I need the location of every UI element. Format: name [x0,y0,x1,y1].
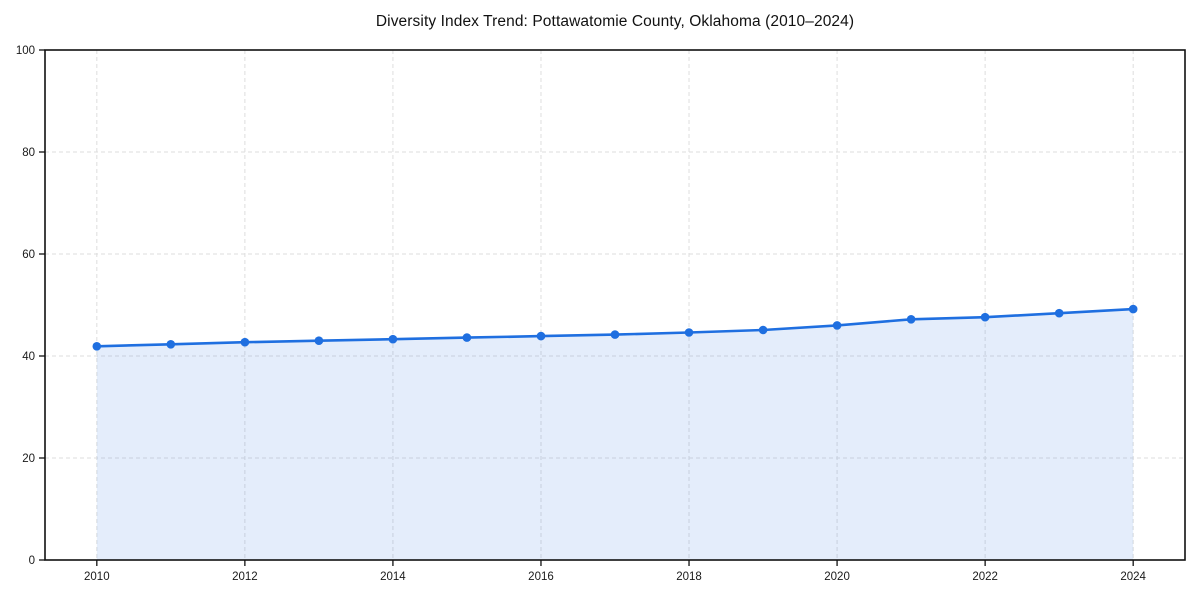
data-point [758,325,768,335]
data-points [92,304,1138,351]
x-tick-label: 2022 [972,571,998,583]
area-fill [96,309,1134,560]
x-tick-label: 2012 [232,571,258,583]
data-point [166,340,176,349]
data-point [314,336,324,346]
chart-title: Diversity Index Trend: Pottawatomie Coun… [375,13,855,30]
data-point [462,333,472,342]
data-point [1128,304,1138,314]
data-point [536,331,546,341]
x-tick-label: 2010 [84,571,110,583]
data-point [906,315,916,324]
data-point [240,337,250,347]
x-tick-label: 2024 [1120,571,1146,583]
data-point [610,330,620,339]
x-tick-label: 2020 [824,571,850,583]
x-tick-label: 2018 [676,571,702,583]
x-tick-label: 2014 [380,571,406,583]
data-point [832,321,842,330]
grid-lines [45,49,1185,561]
axis-ticks: 2010 2012 2014 2016 2018 2020 2022 2024 0 20 40 60 8… [16,45,1147,583]
y-tick-label: 40 [22,351,35,363]
x-tick-label: 2016 [528,571,554,583]
data-point [92,342,102,351]
y-tick-label: 20 [22,453,35,465]
data-point [684,328,694,337]
axes-frame [44,49,1186,561]
data-point [388,334,398,344]
y-tick-label: 60 [22,249,35,261]
y-tick-label: 80 [22,147,35,159]
data-point [1054,308,1064,318]
y-tick-label: 0 [29,555,35,567]
data-point [980,312,990,322]
y-tick-label: 100 [16,45,35,57]
